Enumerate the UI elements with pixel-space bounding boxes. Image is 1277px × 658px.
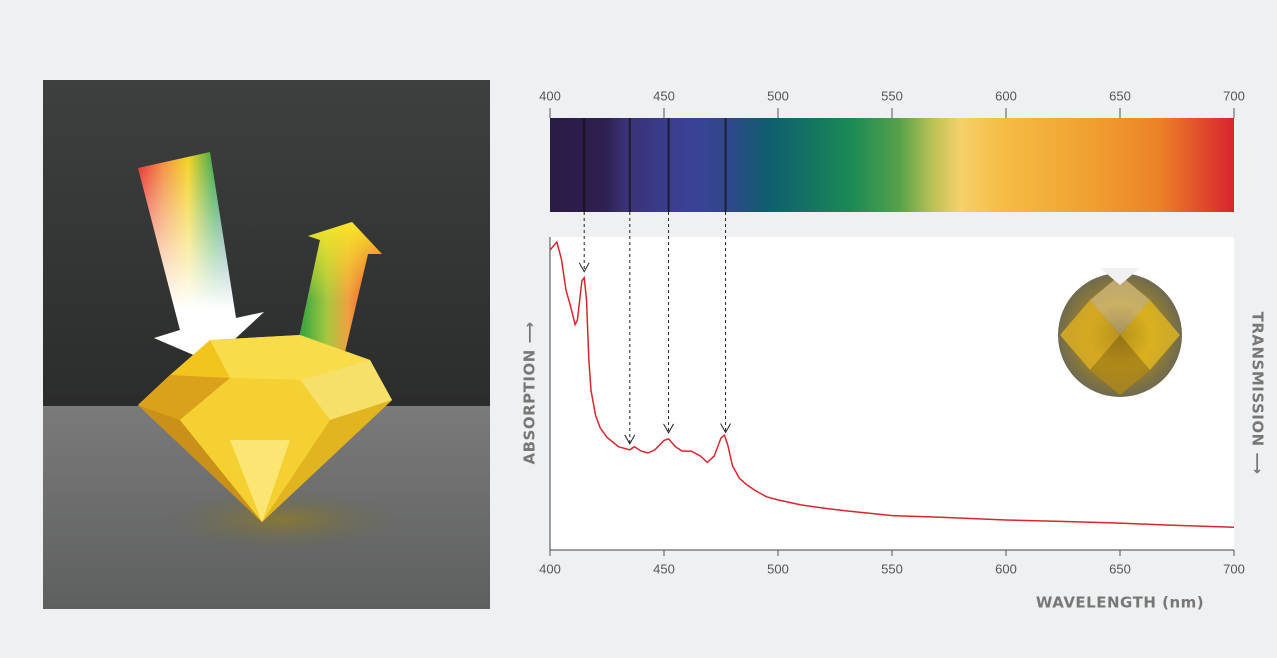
top-tick-label: 700: [1223, 88, 1245, 103]
x-tick-label: 550: [881, 561, 903, 576]
x-tick-label: 650: [1109, 561, 1131, 576]
x-tick-label: 400: [539, 561, 561, 576]
top-tick-label: 550: [881, 88, 903, 103]
spectrum-bar: [550, 118, 1234, 212]
x-tick-label: 500: [767, 561, 789, 576]
y2-axis-title: TRANSMISSION ⟶: [1249, 312, 1267, 475]
y-axis-title: ABSORPTION ⟶: [521, 322, 539, 465]
x-tick-label: 450: [653, 561, 675, 576]
x-tick-label: 700: [1223, 561, 1245, 576]
x-tick-label: 600: [995, 561, 1017, 576]
top-tick-label: 600: [995, 88, 1017, 103]
top-tick-label: 500: [767, 88, 789, 103]
top-tick-label: 650: [1109, 88, 1131, 103]
top-tick-label: 450: [653, 88, 675, 103]
illustration: [43, 80, 490, 609]
x-axis-title: WAVELENGTH (nm): [1036, 594, 1204, 612]
figure: WAVELENGTH (nm) ABSORPTION ⟶ TRANSMISSIO…: [0, 0, 1277, 658]
top-tick-label: 400: [539, 88, 561, 103]
